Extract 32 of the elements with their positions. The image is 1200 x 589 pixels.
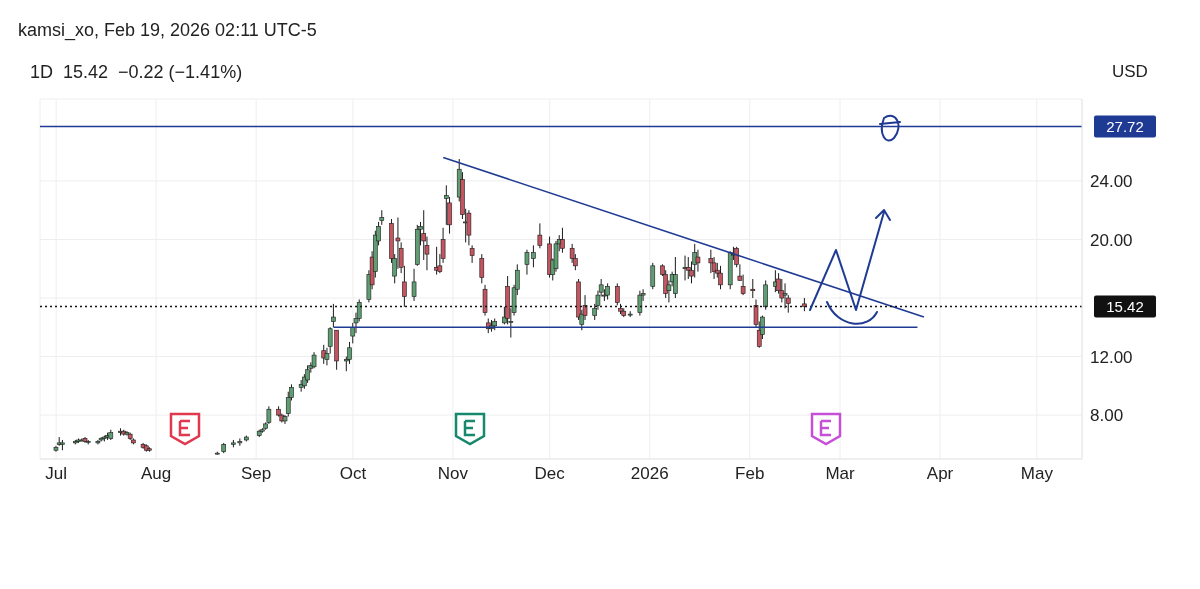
y-axis-title: USD [1112,62,1148,82]
candlestick [740,274,746,296]
x-tick-label: Dec [534,464,566,484]
candlestick [321,344,327,365]
x-tick-label: Oct [339,464,367,484]
candlestick [537,222,543,249]
x-tick-label: May [1020,464,1054,484]
candlestick [718,265,723,290]
y-tick-label: 24.00 [1090,171,1133,191]
candlestick [614,282,620,306]
x-tick-label: Apr [926,464,954,484]
y-tick-label: 8.00 [1090,406,1124,426]
candlestick [685,256,691,280]
text: kamsi_xo, Feb 19, 2026 02:11 UTC-5 [18,20,317,41]
x-tick-label: Nov [437,464,469,484]
candlestick [750,278,756,299]
candlestick [469,244,475,264]
ref-line-label: 27.72 [1106,117,1144,135]
x-tick-label: Jul [45,464,67,484]
y-tick-label: 20.00 [1090,230,1133,250]
x-tick-label: Mar [825,464,856,484]
candlestick [695,249,701,273]
candlestick [479,253,485,284]
chart-title: 1D 15.42 −0.22 (−1.41%) [30,62,243,83]
x-tick-label: Feb [735,464,765,484]
ref-line-label: 15.42 [1106,297,1144,315]
x-tick-label: Sep [241,464,272,484]
candlestick [650,262,656,290]
y-tick-label: 12.00 [1090,347,1133,367]
x-tick-label: 2026 [630,464,669,484]
x-tick-label: Aug [141,464,172,484]
candlestick [411,268,417,302]
